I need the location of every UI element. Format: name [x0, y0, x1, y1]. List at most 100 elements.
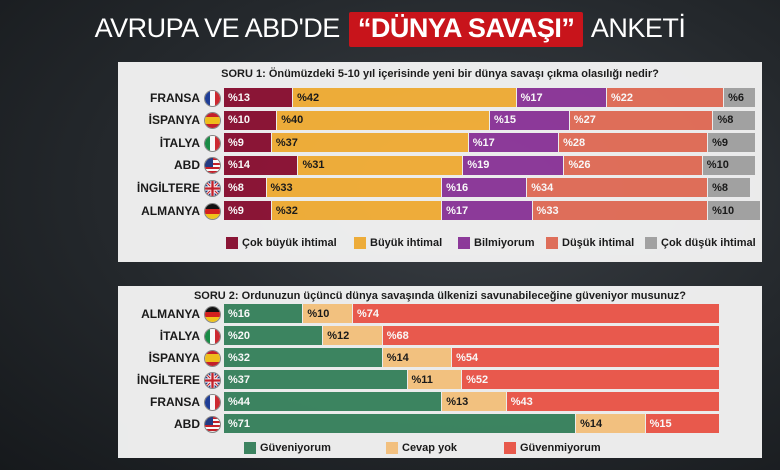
data-label: %16	[446, 181, 469, 194]
legend-label: Düşük ihtimal	[562, 237, 635, 249]
legend-swatch	[546, 237, 558, 249]
bar-segment-cok-dusuk-ihtimal: %9	[708, 133, 756, 153]
stacked-bar: %71 %14 %15	[224, 414, 720, 433]
chart-title: SORU 1: Önümüzdeki 5-10 yıl içerisinde y…	[221, 68, 659, 80]
category-label: İSPANYA	[148, 113, 200, 128]
legend-label: Çok büyük ihtimal	[242, 237, 337, 249]
data-label: %28	[563, 136, 586, 149]
data-label: %10	[712, 204, 735, 217]
category-label: ALMANYA	[141, 203, 200, 218]
legend-label: Cevap yok	[402, 442, 458, 454]
data-label: %20	[228, 329, 251, 342]
bar-segment-cok-dusuk-ihtimal: %10	[702, 155, 756, 175]
bar-segment-dusuk-ihtimal: %26	[564, 155, 703, 175]
bar-segment-cevap-yok: %14	[382, 348, 453, 367]
data-label: %17	[472, 136, 495, 149]
stacked-bar: %9 %37 %17 %28 %9	[224, 133, 756, 153]
bar-segment-cevap-yok: %13	[442, 392, 507, 411]
bar-segment-guveniyorum: %71	[224, 414, 577, 433]
data-label: %31	[302, 159, 325, 172]
category-label: FRANSA	[150, 394, 200, 409]
data-label: %14	[228, 159, 251, 172]
stacked-bar: %44 %13 %43	[224, 392, 720, 411]
data-label: %17	[446, 204, 469, 217]
bar-segment-guveniyorum: %20	[224, 326, 324, 345]
stacked-bar: %16 %10 %74	[224, 304, 720, 323]
bar-segment-guvenmiyorum: %68	[382, 326, 720, 345]
data-label: %33	[270, 181, 293, 194]
bar-row-abd: ABD %14 %31 %19 %26 %10	[118, 155, 762, 175]
data-label: %14	[580, 417, 603, 430]
data-label: %12	[327, 329, 350, 342]
legend-swatch	[645, 237, 657, 249]
data-label: %40	[281, 114, 304, 127]
legend: Güveniyorum Cevap yok Güvenmiyorum	[118, 441, 762, 455]
title-highlight: “DÜNYA SAVAŞI”	[348, 12, 584, 47]
category-label: ABD	[174, 158, 200, 173]
spain-flag-icon	[204, 349, 221, 367]
legend: Çok büyük ihtimal Büyük ihtimal Bilmiyorum…	[118, 236, 762, 250]
data-label: %11	[411, 373, 433, 386]
stacked-bar: %14 %31 %19 %26 %10	[224, 155, 756, 175]
bar-segment-guvenmiyorum: %43	[506, 392, 720, 411]
bar-row-almanya: ALMANYA %16 %10 %74	[118, 304, 762, 323]
category-label: İNGİLTERE	[136, 180, 200, 195]
bar-row-i-ngi-ltere: İNGİLTERE %37 %11 %52	[118, 370, 762, 389]
stacked-bar: %20 %12 %68	[224, 326, 720, 345]
bar-segment-cevap-yok: %12	[323, 326, 383, 345]
legend-swatch	[354, 237, 366, 249]
category-label: FRANSA	[150, 90, 200, 105]
bar-segment-buyuk-ihtimal: %40	[277, 110, 490, 130]
legend-label: Güveniyorum	[260, 442, 331, 454]
bar-segment-bilmiyorum: %17	[442, 201, 533, 220]
stacked-bar: %32 %14 %54	[224, 348, 720, 367]
bar-segment-cok-buyuk-ihtimal: %9	[224, 201, 272, 220]
data-label: %17	[520, 91, 543, 104]
data-label: %54	[456, 351, 479, 364]
bar-segment-cok-dusuk-ihtimal: %6	[724, 88, 756, 107]
legend-swatch	[458, 237, 470, 249]
data-label: %8	[228, 181, 244, 194]
bar-segment-cok-dusuk-ihtimal: %8	[708, 178, 751, 198]
bar-segment-cevap-yok: %14	[576, 414, 646, 433]
germany-flag-icon	[204, 305, 221, 323]
data-label: %16	[228, 307, 251, 320]
uk-flag-icon	[204, 371, 221, 389]
data-label: %9	[228, 136, 244, 149]
spain-flag-icon	[204, 112, 221, 130]
data-label: %8	[712, 181, 729, 194]
bar-segment-dusuk-ihtimal: %34	[527, 178, 709, 198]
bar-segment-cok-buyuk-ihtimal: %8	[224, 178, 267, 198]
bar-row-fransa: FRANSA %44 %13 %43	[118, 392, 762, 411]
bar-segment-cok-buyuk-ihtimal: %13	[224, 88, 294, 107]
category-label: ALMANYA	[141, 306, 200, 321]
bar-segment-guvenmiyorum: %15	[645, 414, 720, 433]
bar-segment-cevap-yok: %10	[303, 304, 353, 323]
bar-segment-bilmiyorum: %15	[490, 110, 570, 130]
data-label: %19	[467, 159, 490, 172]
bar-segment-guveniyorum: %44	[224, 392, 443, 411]
data-label: %52	[466, 373, 489, 386]
category-label: İTALYA	[159, 328, 200, 343]
bar-segment-guveniyorum: %16	[224, 304, 304, 323]
italy-flag-icon	[204, 327, 221, 345]
legend-swatch	[226, 237, 238, 249]
data-label: %10	[307, 307, 330, 320]
legend-label: Çok düşük ihtimal	[661, 237, 756, 249]
data-label: %13	[446, 395, 469, 408]
bar-segment-bilmiyorum: %19	[463, 155, 565, 175]
data-label: %22	[611, 91, 634, 104]
stacked-bar: %13 %42 %17 %22 %6	[224, 88, 756, 107]
data-label: %10	[228, 114, 251, 127]
data-label: %26	[568, 159, 591, 172]
chart-panel-soru-1: SORU 1: Önümüzdeki 5-10 yıl içerisinde y…	[118, 62, 762, 262]
bar-segment-dusuk-ihtimal: %33	[532, 201, 709, 220]
bar-segment-guveniyorum: %37	[224, 370, 408, 389]
usa-flag-icon	[204, 157, 221, 175]
chart-panel-soru-2: SORU 2: Ordunuzun üçüncü dünya savaşında…	[118, 286, 762, 458]
data-label: %32	[228, 351, 251, 364]
data-label: %10	[706, 159, 729, 172]
data-label: %44	[228, 395, 251, 408]
bar-row-almanya: ALMANYA %9 %32 %17 %33 %10	[118, 201, 762, 220]
bar-segment-guvenmiyorum: %74	[352, 304, 720, 323]
